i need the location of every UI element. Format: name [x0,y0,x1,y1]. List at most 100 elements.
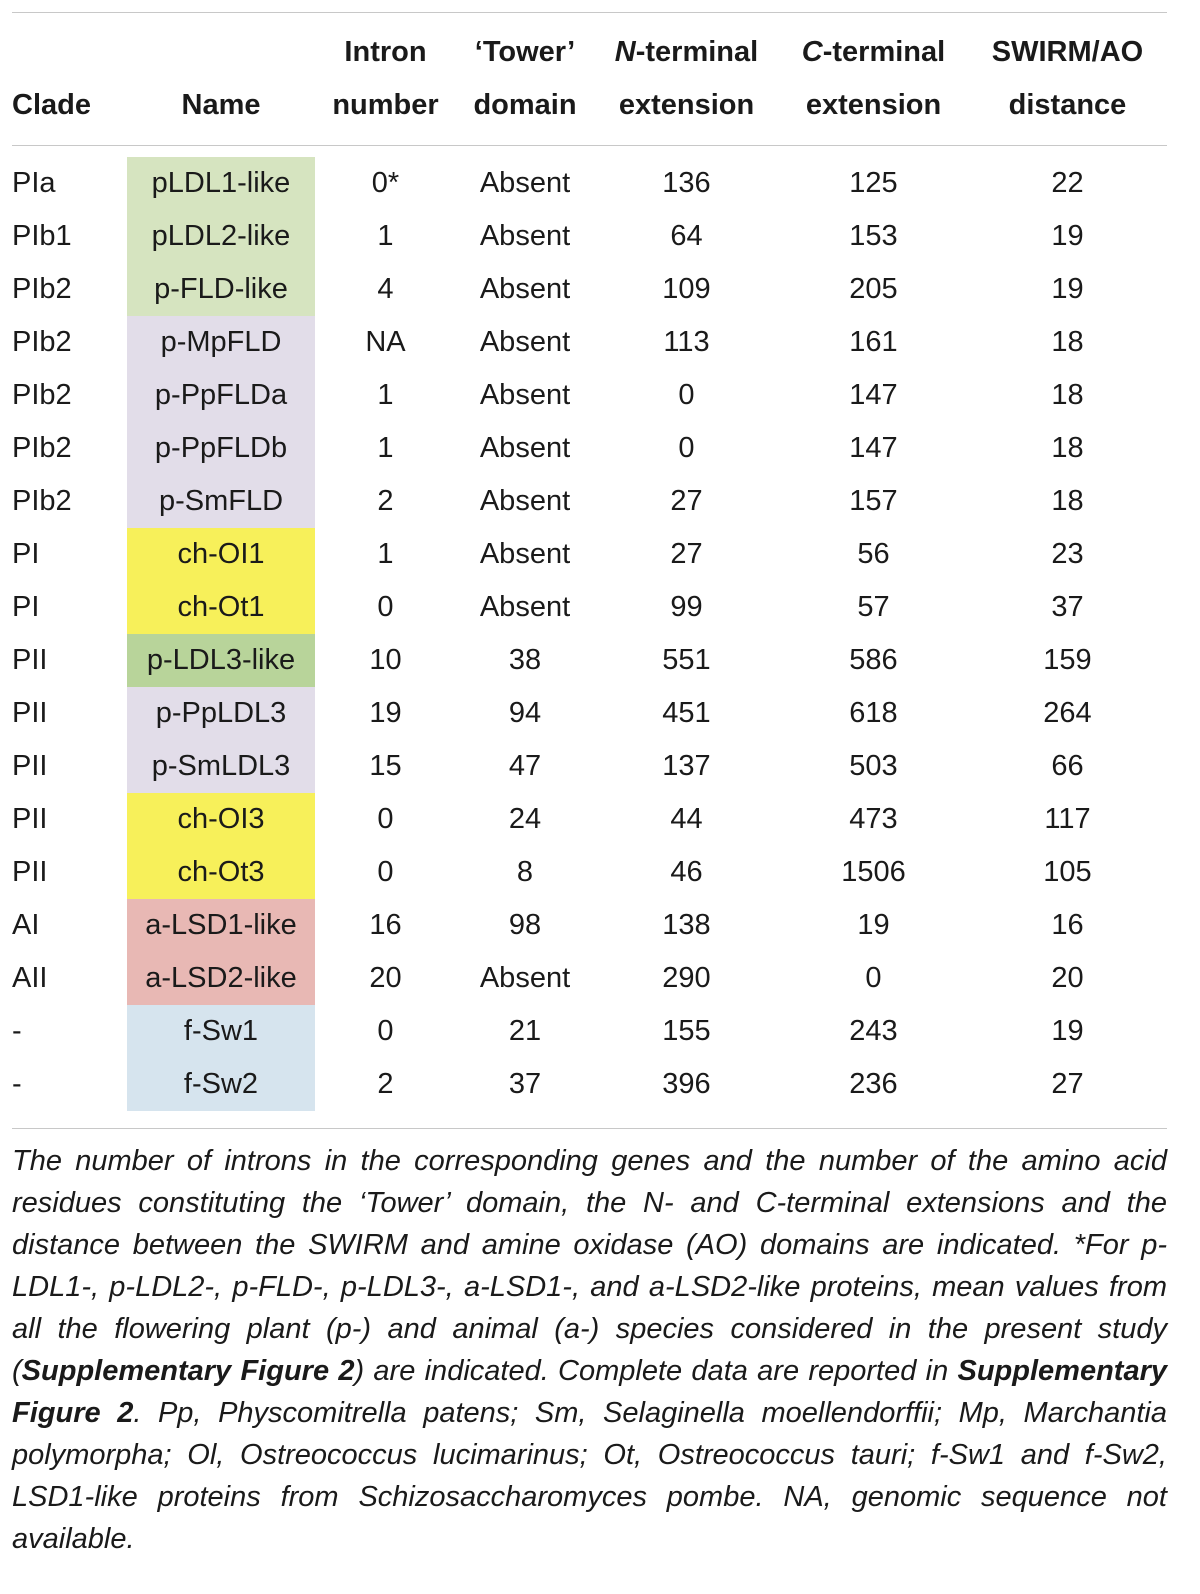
table-row: - f-Sw2 2 37 396 236 27 [12,1058,1167,1111]
cell-tower: 37 [508,1068,542,1100]
cell-swirm: 19 [1051,273,1084,305]
table-top-rule [12,12,1167,13]
cell-tower: Absent [479,538,571,570]
caption-text-1: The number of introns in the correspondi… [12,1145,1167,1387]
table-row: PII ch-Ot3 0 8 46 1506 105 [12,846,1167,899]
cell-nterm: 46 [670,856,703,888]
cell-swirm: 16 [1051,909,1084,941]
cell-swirm: 18 [1051,432,1084,464]
table-row: PII p-LDL3-like 10 38 551 586 159 [12,634,1167,687]
cell-tower: 24 [508,803,542,835]
table-row: PIb2 p-PpFLDb 1 Absent 0 147 18 [12,422,1167,475]
table-row: PII p-PpLDL3 19 94 451 618 264 [12,687,1167,740]
header-tower-line2: domain [473,89,577,121]
cell-cterm: 57 [857,591,890,623]
cell-cterm: 153 [849,220,898,252]
cell-clade: - [12,1068,22,1100]
cell-cterm: 125 [849,167,898,199]
cell-nterm: 109 [662,273,711,305]
cell-nterm: 137 [662,750,711,782]
header-name-line1 [127,0,315,79]
cell-name: pLDL2-like [127,210,315,263]
cell-cterm: 56 [857,538,890,570]
header-clade-line1 [12,0,127,79]
cell-tower: 38 [508,644,542,676]
cell-nterm: 138 [662,909,711,941]
cell-tower: 98 [508,909,542,941]
cell-swirm: 66 [1051,750,1084,782]
cell-tower: Absent [479,485,571,517]
table-row: PIa pLDL1-like 0* Absent 136 125 22 [12,157,1167,210]
cell-name: p-MpFLD [127,316,315,369]
table-row: PI ch-Ot1 0 Absent 99 57 37 [12,581,1167,634]
table-row: PIb2 p-SmFLD 2 Absent 27 157 18 [12,475,1167,528]
cell-clade: AI [12,909,40,941]
cell-nterm: 99 [670,591,703,623]
cell-swirm: 20 [1051,962,1084,994]
cell-clade: PII [12,697,48,729]
cell-swirm: 18 [1051,326,1084,358]
cell-intron: 1 [377,538,394,570]
cell-clade: PII [12,644,48,676]
header-spacer [12,132,1167,157]
table-header-rule [12,145,1167,146]
cell-intron: 2 [377,485,394,517]
cell-name: ch-Ot1 [127,581,315,634]
cell-intron: 1 [377,379,394,411]
cell-intron: 0* [371,167,400,199]
cell-tower: 47 [508,750,542,782]
cell-intron: 15 [369,750,402,782]
cell-nterm: 451 [662,697,711,729]
cell-name: p-SmFLD [127,475,315,528]
cell-name: f-Sw2 [127,1058,315,1111]
cell-nterm: 551 [662,644,711,676]
table-row: PIb2 p-FLD-like 4 Absent 109 205 19 [12,263,1167,316]
cell-intron: 4 [377,273,394,305]
cell-clade: - [12,1015,22,1047]
cell-clade: PIb2 [12,432,72,464]
cell-nterm: 113 [663,326,710,358]
cell-clade: PIb2 [12,326,72,358]
header-name: Name [181,89,261,121]
cell-swirm: 27 [1051,1068,1084,1100]
cell-intron: 0 [377,803,394,835]
header-swirm-line2: distance [1008,89,1127,121]
cell-name: ch-OI1 [127,528,315,581]
cell-intron: 19 [369,697,402,729]
cell-intron: 20 [369,962,402,994]
cell-name: p-FLD-like [127,263,315,316]
cell-cterm: 243 [849,1015,898,1047]
data-table: Intron ‘Tower’ N-terminal C-terminal SWI… [12,0,1167,1111]
cell-name: a-LSD1-like [127,899,315,952]
cell-clade: PII [12,750,48,782]
cell-intron: 0 [377,1015,394,1047]
header-cterm-line1: C-terminal [779,0,968,79]
cell-intron: 16 [369,909,402,941]
cell-intron: 1 [377,432,394,464]
cell-tower: 8 [516,856,534,888]
cell-tower: 21 [508,1015,542,1047]
cell-swirm: 22 [1051,167,1084,199]
caption-text-3: . Pp, Physcomitrella patens; Sm, Selagin… [12,1397,1167,1555]
cell-tower: Absent [479,432,571,464]
header-intron-line2: number [332,89,439,121]
cell-nterm: 136 [662,167,711,199]
cell-swirm: 117 [1044,803,1091,835]
cell-clade: PIb2 [12,485,72,517]
cell-name: pLDL1-like [127,157,315,210]
cell-tower: Absent [479,591,571,623]
table-row: PIb1 pLDL2-like 1 Absent 64 153 19 [12,210,1167,263]
cell-swirm: 105 [1043,856,1092,888]
cell-name: ch-Ot3 [127,846,315,899]
cell-tower: Absent [479,220,571,252]
table-row: PII ch-OI3 0 24 44 473 117 [12,793,1167,846]
cell-nterm: 64 [670,220,703,252]
cell-cterm: 618 [849,697,898,729]
cell-clade: PI [12,538,40,570]
cell-clade: PII [12,803,48,835]
cell-tower: Absent [479,167,571,199]
cell-cterm: 147 [849,379,898,411]
header-nterm-letter: N [614,36,636,68]
cell-clade: PIb2 [12,273,72,305]
cell-tower: Absent [479,326,571,358]
